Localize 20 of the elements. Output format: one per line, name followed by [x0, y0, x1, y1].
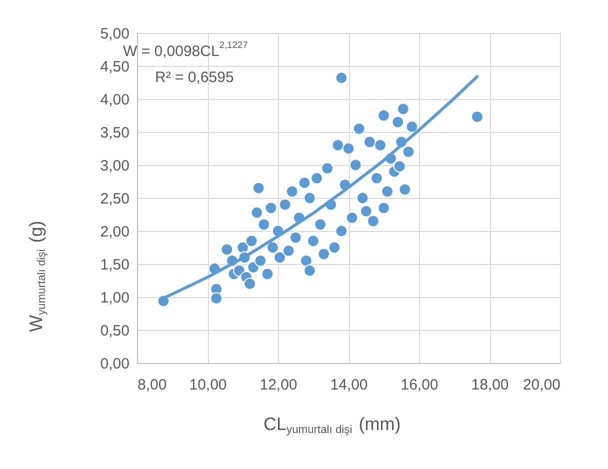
x-tick-label: 12,00 — [260, 376, 298, 394]
y-tick-label: 3,00 — [100, 158, 130, 174]
x-tick-label: 10,00 — [189, 376, 227, 394]
y-tick-label: 1,50 — [100, 256, 130, 274]
y-tick-label: 4,50 — [100, 58, 130, 76]
y-tick-label: 2,00 — [100, 224, 130, 240]
y-tick-label: 0,50 — [100, 322, 130, 340]
x-tick-label: 8,00 — [138, 376, 167, 394]
x-tick-label: 16,00 — [400, 376, 438, 394]
y-tick-label: 0,00 — [100, 356, 130, 372]
annotation: R² = 0,6595 — [155, 69, 234, 86]
x-tick-label: 20,00 — [522, 376, 560, 394]
y-tick-label: 2,50 — [100, 190, 130, 208]
x-tick-label: 18,00 — [471, 376, 509, 394]
x-tick-label: 14,00 — [330, 376, 368, 394]
y-tick-label: 1,00 — [100, 290, 130, 306]
y-tick-label: 3,50 — [100, 124, 130, 142]
y-tick-label: 5,00 — [100, 26, 130, 42]
y-tick-label: 4,00 — [100, 92, 130, 108]
y-axis-title: Wyumurtalı dişi (g) — [26, 220, 48, 332]
